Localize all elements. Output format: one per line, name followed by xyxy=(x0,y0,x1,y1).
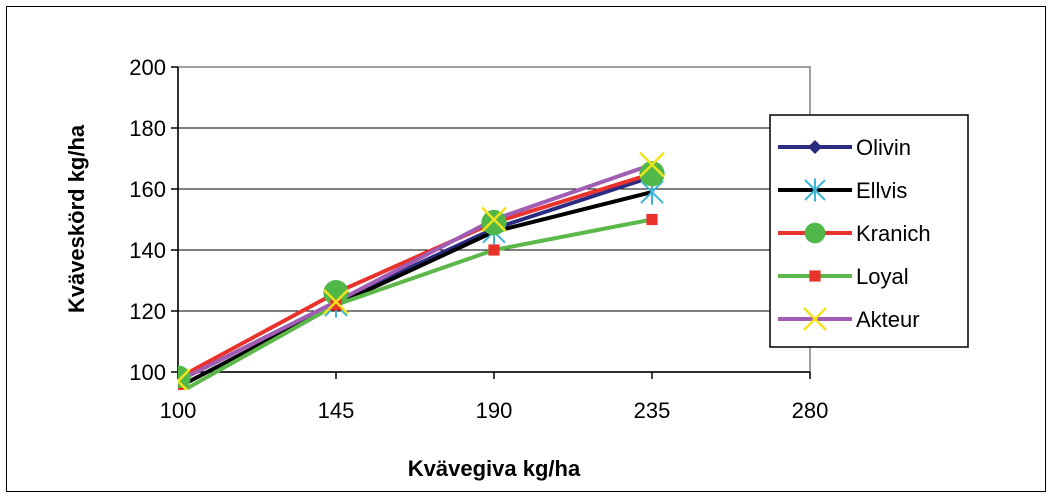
x-axis-ticks: 100 145 190 235 280 xyxy=(160,372,829,423)
y-axis-title: Kväveskörd kg/ha xyxy=(64,124,89,313)
y-tick-label: 100 xyxy=(129,360,166,385)
data-point-kranich xyxy=(178,365,191,390)
series-markers xyxy=(178,151,665,390)
series-lines xyxy=(178,162,653,390)
series-line-kranich xyxy=(178,171,653,380)
series-line-loyal xyxy=(179,217,653,390)
marker-stroke xyxy=(178,379,189,390)
y-axis-ticks: 100 120 140 160 180 200 xyxy=(129,55,178,385)
data-point-kranich xyxy=(639,161,665,187)
data-point-akteur xyxy=(639,151,665,178)
legend-marker-olivin xyxy=(808,140,822,154)
marker-stroke xyxy=(639,151,665,178)
marker-stroke xyxy=(481,206,507,233)
data-point-loyal xyxy=(488,244,500,256)
data-point-kranich xyxy=(481,209,507,236)
legend-label-ellvis: Ellvis xyxy=(856,178,907,203)
y-tick-label: 200 xyxy=(129,55,166,80)
legend-label-olivin: Olivin xyxy=(856,135,911,160)
x-axis-title: Kvävegiva kg/ha xyxy=(408,456,581,481)
marker-stroke xyxy=(803,307,827,331)
legend: Olivin Ellvis Kranich Loyal Akteur xyxy=(769,114,969,348)
data-point-loyal xyxy=(178,387,184,390)
x-tick-label: 280 xyxy=(792,398,829,423)
legend-label-kranich: Kranich xyxy=(856,221,931,246)
x-tick-label: 235 xyxy=(634,398,671,423)
x-tick-label: 145 xyxy=(318,398,355,423)
data-point-loyal xyxy=(646,213,658,226)
marker-stroke xyxy=(178,368,191,383)
legend-marker-kranich xyxy=(804,222,826,244)
legend-label-loyal: Loyal xyxy=(856,264,909,289)
x-tick-label: 190 xyxy=(476,398,513,423)
legend-label-akteur: Akteur xyxy=(856,307,920,332)
data-point-akteur xyxy=(481,206,507,233)
y-tick-label: 160 xyxy=(129,177,166,202)
legend-marker-akteur xyxy=(803,307,827,331)
data-point-akteur xyxy=(323,288,349,315)
y-tick-label: 140 xyxy=(129,238,166,263)
y-tick-label: 180 xyxy=(129,116,166,141)
x-tick-label: 100 xyxy=(160,398,197,423)
series-line-akteur xyxy=(178,162,653,383)
series-line-ellvis xyxy=(178,190,653,390)
data-point-kranich xyxy=(323,280,349,306)
data-point-akteur xyxy=(178,368,191,390)
legend-marker-ellvis xyxy=(804,178,826,202)
marker-stroke xyxy=(323,288,349,315)
legend-marker-loyal xyxy=(809,270,821,282)
data-point-loyal xyxy=(330,299,342,311)
y-tick-label: 120 xyxy=(129,299,166,324)
